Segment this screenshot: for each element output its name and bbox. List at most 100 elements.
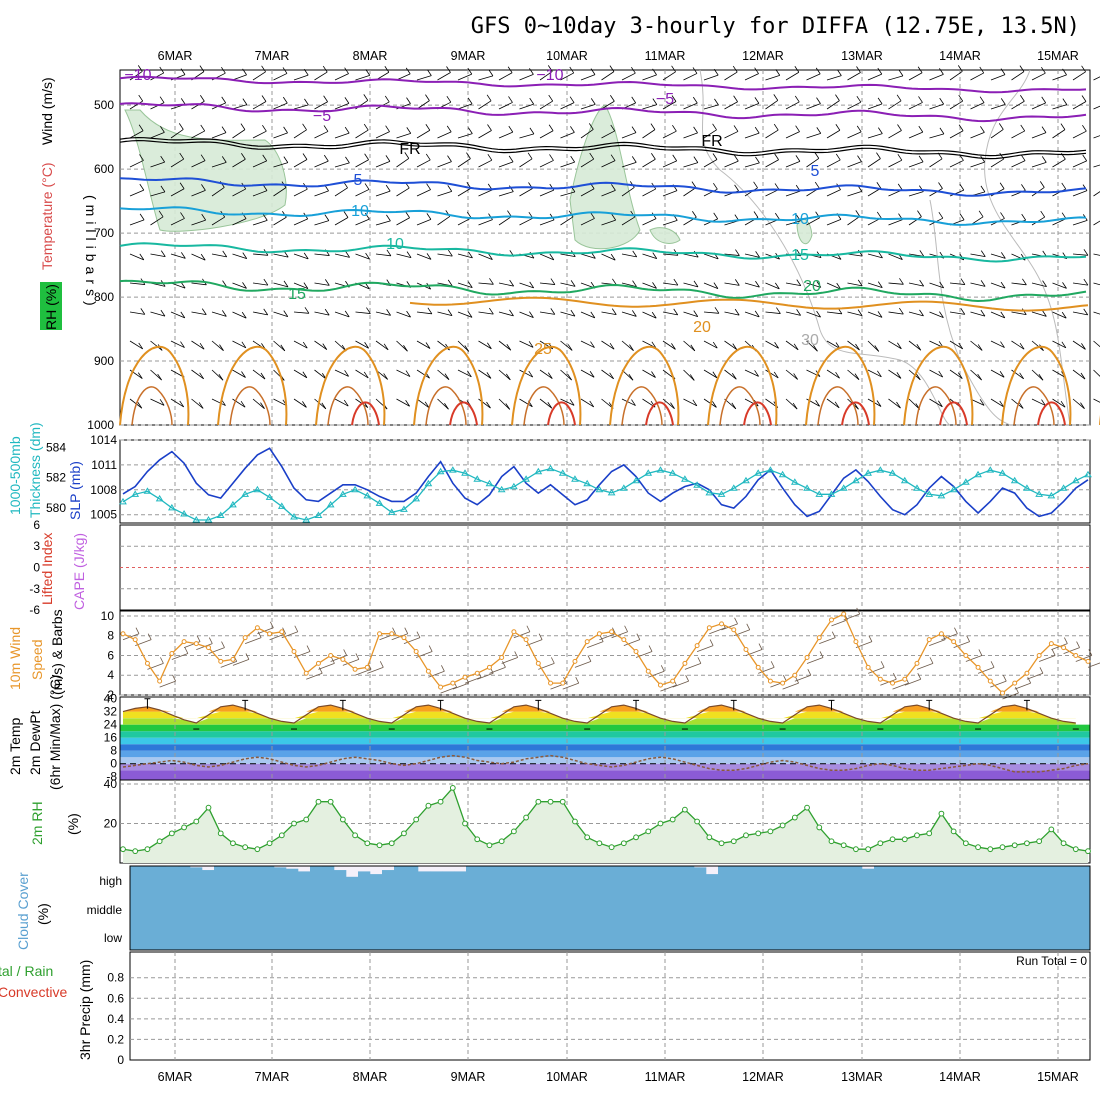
rh-point bbox=[730, 838, 737, 845]
temp-fill-band bbox=[123, 705, 1076, 712]
wind-barb-shaft bbox=[785, 220, 801, 226]
wind-barb-flag bbox=[671, 65, 676, 73]
wind-barb-shaft bbox=[396, 369, 411, 377]
wind-barb-flag bbox=[137, 372, 143, 379]
contour-20 bbox=[119, 279, 1087, 303]
wind-barb-shaft bbox=[457, 73, 472, 81]
wind-barb-flag bbox=[280, 344, 286, 352]
rh-point bbox=[828, 838, 835, 845]
cloud-high-bar bbox=[286, 868, 299, 893]
thickness-point bbox=[742, 476, 750, 484]
wind-barb-shaft bbox=[232, 158, 246, 168]
wind-barb-shaft bbox=[929, 311, 944, 318]
wind-barb-shaft bbox=[662, 253, 678, 256]
wind-barb-shaft bbox=[539, 253, 554, 261]
wind-barb-flag bbox=[344, 310, 350, 318]
wind-barb-shaft bbox=[847, 311, 863, 317]
wind-barb bbox=[1026, 672, 1044, 680]
thickness-point bbox=[375, 499, 384, 506]
wind-barb bbox=[464, 676, 482, 684]
thickness-point bbox=[571, 475, 579, 482]
wind-barb-shaft bbox=[1052, 158, 1066, 168]
wind-barb bbox=[257, 627, 274, 635]
contour-35-bump bbox=[547, 401, 576, 426]
wind-barb-flag bbox=[960, 308, 966, 315]
wind-barb-flag bbox=[502, 661, 506, 668]
wind-barb-flag bbox=[691, 181, 697, 188]
wind-barb-shaft bbox=[1011, 282, 1027, 286]
wind-barb-flag bbox=[979, 96, 985, 103]
wind-speed-point bbox=[731, 627, 737, 633]
cloud-high-bar bbox=[178, 866, 191, 893]
wind-barb-flag bbox=[631, 66, 636, 74]
wind-barb-shaft bbox=[539, 369, 553, 379]
wind-barb-flag bbox=[692, 96, 698, 104]
rh-point bbox=[608, 844, 615, 851]
wind-barb-flag bbox=[466, 152, 471, 159]
contour-freezing-a bbox=[119, 136, 1087, 157]
wind-barb-shaft bbox=[642, 158, 656, 168]
wind-barb-flag bbox=[939, 127, 945, 135]
wind-barb-shaft bbox=[355, 189, 370, 197]
cape-grid bbox=[120, 525, 1090, 610]
thickness-point bbox=[265, 493, 274, 500]
wind-barb-shaft bbox=[150, 253, 166, 257]
wind-barb bbox=[562, 682, 579, 690]
wind-barb-shaft bbox=[724, 131, 739, 139]
rh-point bbox=[926, 830, 933, 837]
wind-barb-shaft bbox=[621, 340, 634, 351]
wind-barb-shaft bbox=[150, 161, 165, 168]
wind-barb-flag bbox=[406, 97, 411, 104]
wind-barb-flag bbox=[652, 98, 658, 105]
wind-barb-flag bbox=[444, 373, 450, 380]
wind-barb-flag bbox=[241, 371, 246, 378]
slp-lines bbox=[119, 447, 1092, 523]
wind-barb-shaft bbox=[785, 71, 800, 81]
wind-barb-flag bbox=[856, 125, 862, 133]
wind-barb-shaft bbox=[1052, 129, 1066, 139]
wind-barb-flag bbox=[631, 126, 637, 133]
wind-barb-shaft bbox=[1072, 369, 1086, 380]
cloud-high-bar bbox=[766, 866, 779, 893]
wind-barb-flag bbox=[612, 627, 616, 634]
wind-barb-shaft bbox=[478, 219, 493, 226]
contour-30-inner bbox=[621, 386, 663, 426]
wind-barb-flag bbox=[692, 67, 698, 74]
rh-point bbox=[596, 840, 603, 847]
wind-barb-shaft bbox=[560, 191, 576, 197]
wind-barb bbox=[831, 619, 848, 627]
wind-barb-flag bbox=[138, 94, 144, 102]
cloud-high-bar bbox=[298, 871, 311, 893]
contour-30-loop bbox=[707, 345, 778, 426]
wind-barb-shaft bbox=[560, 311, 576, 317]
wind-barb-shaft bbox=[129, 311, 145, 315]
wind-barb-shaft bbox=[806, 311, 821, 318]
wind-barb-shaft bbox=[232, 188, 246, 197]
temp-max-marker bbox=[730, 699, 737, 711]
wind-barb-flag bbox=[958, 124, 964, 131]
wind-barb-flag bbox=[1000, 68, 1006, 75]
rh-grey-contour bbox=[984, 69, 1071, 426]
wind-speed-point bbox=[450, 680, 456, 686]
li-tick: 3 bbox=[33, 539, 40, 553]
temp-grid bbox=[120, 697, 1090, 780]
wind-barb bbox=[611, 631, 628, 639]
wind-barb-flag bbox=[990, 661, 995, 668]
wind-barb-shaft bbox=[642, 282, 657, 289]
wind-barb-flag bbox=[898, 69, 904, 77]
wind-barb-flag bbox=[796, 309, 801, 316]
wind-barb-shaft bbox=[273, 162, 288, 168]
wind-barb-flag bbox=[385, 125, 390, 132]
wind-barb-flag bbox=[242, 252, 248, 259]
wind-barb-flag bbox=[714, 98, 719, 106]
wind-barb-shaft bbox=[1031, 282, 1047, 288]
wind-barb-flag bbox=[712, 123, 717, 131]
li-tick: -6 bbox=[29, 603, 40, 617]
wind-barb-flag bbox=[1021, 213, 1027, 221]
wind-barb-shaft bbox=[765, 129, 779, 139]
wind-barb-flag bbox=[344, 97, 350, 104]
wind-barb-flag bbox=[548, 124, 554, 131]
rh-point bbox=[425, 802, 432, 809]
wind-barb-shaft bbox=[150, 311, 166, 317]
wind-barb-shaft bbox=[170, 398, 184, 408]
